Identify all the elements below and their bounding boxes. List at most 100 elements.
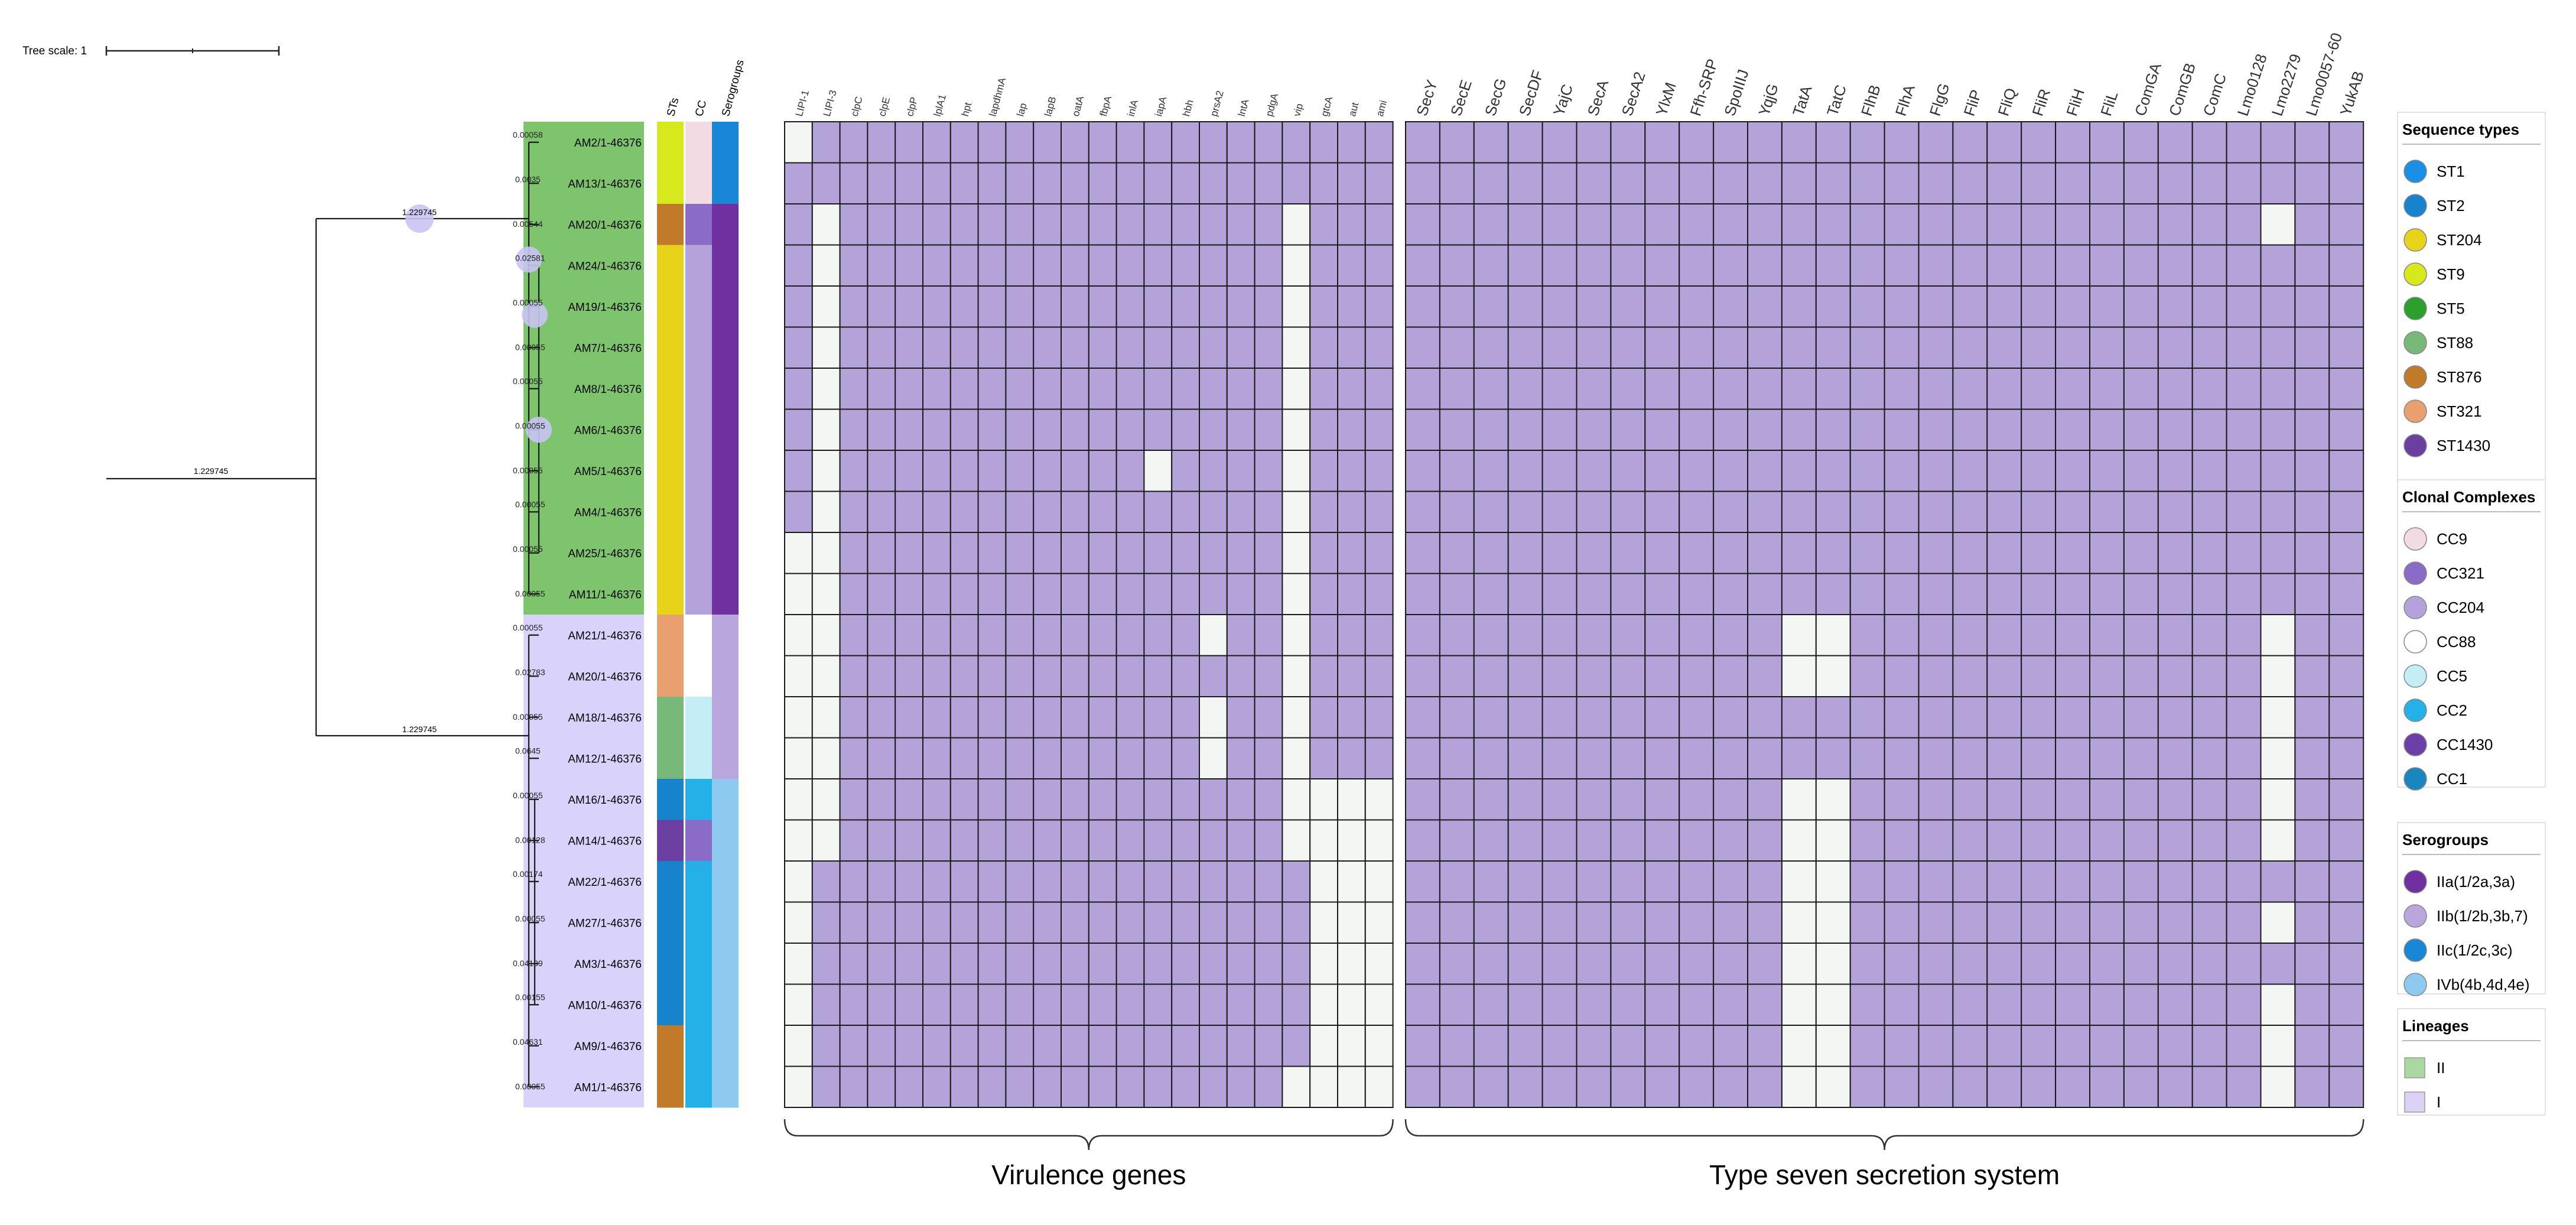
present-cell xyxy=(1254,778,1283,821)
present-cell xyxy=(2294,860,2330,903)
present-cell xyxy=(1254,368,1283,410)
present-cell xyxy=(2191,573,2227,615)
present-cell xyxy=(1884,121,1920,164)
absent-cell xyxy=(2260,1025,2296,1067)
present-cell xyxy=(949,1025,979,1067)
present-cell xyxy=(1541,737,1578,779)
present-cell xyxy=(977,121,1007,164)
present-cell xyxy=(1918,696,1954,739)
absent-cell xyxy=(1815,655,1851,697)
present-cell xyxy=(1747,326,1783,369)
st-cell xyxy=(657,861,684,902)
present-cell xyxy=(949,326,979,369)
present-cell xyxy=(1507,737,1543,779)
present-cell xyxy=(1952,1025,1988,1067)
present-cell xyxy=(1679,573,1715,615)
present-cell xyxy=(2123,1025,2159,1067)
present-cell xyxy=(2089,983,2125,1026)
present-cell xyxy=(2157,737,2193,779)
isolate-label: AM9/1-46376 xyxy=(574,1041,642,1053)
present-cell xyxy=(2191,368,2227,410)
present-cell xyxy=(1199,368,1228,410)
absent-cell xyxy=(811,408,841,451)
present-cell xyxy=(2328,285,2364,328)
present-cell xyxy=(1747,943,1783,985)
present-cell xyxy=(1849,901,1885,944)
present-cell xyxy=(2089,778,2125,821)
present-cell xyxy=(2021,778,2057,821)
isolate-label: AM4/1-46376 xyxy=(574,506,642,519)
present-cell xyxy=(1473,244,1509,287)
present-cell xyxy=(784,244,813,287)
present-cell xyxy=(1061,778,1089,821)
present-cell xyxy=(1439,326,1475,369)
present-cell xyxy=(1115,203,1145,246)
tree-node-marker xyxy=(526,417,552,443)
present-cell xyxy=(2055,244,2091,287)
absent-cell xyxy=(1282,573,1311,615)
absent-cell xyxy=(2260,655,2296,697)
present-cell xyxy=(1644,244,1680,287)
present-cell xyxy=(1849,326,1885,369)
legend-swatch xyxy=(2403,262,2427,286)
present-cell xyxy=(1986,737,2022,779)
absent-cell xyxy=(784,737,813,779)
present-cell xyxy=(1143,326,1173,369)
present-cell xyxy=(1507,696,1543,739)
present-cell xyxy=(1473,696,1509,739)
present-cell xyxy=(1254,860,1283,903)
present-cell xyxy=(1226,326,1256,369)
st-cell xyxy=(657,697,684,738)
legend-swatch xyxy=(2403,973,2427,996)
absent-cell xyxy=(1364,1025,1394,1067)
present-cell xyxy=(2294,244,2330,287)
present-cell xyxy=(1115,860,1145,903)
present-cell xyxy=(1143,285,1173,328)
legend-swatch xyxy=(2403,434,2427,457)
absent-cell xyxy=(1282,532,1311,574)
present-cell xyxy=(867,696,896,739)
cc-cell xyxy=(685,491,712,533)
present-cell xyxy=(1986,450,2022,492)
absent-cell xyxy=(2260,1065,2296,1108)
branch-length-label: 0.00055 xyxy=(513,623,543,632)
present-cell xyxy=(1952,819,1988,862)
gene-header: FliP xyxy=(1960,87,1985,118)
present-cell xyxy=(1541,162,1578,204)
present-cell xyxy=(2191,285,2227,328)
present-cell xyxy=(895,901,923,944)
gene-header: iapA xyxy=(1153,95,1169,118)
present-cell xyxy=(895,860,923,903)
absent-cell xyxy=(1815,819,1851,862)
gene-header: TatC xyxy=(1823,83,1850,118)
present-cell xyxy=(867,326,896,369)
present-cell xyxy=(1713,614,1749,657)
present-cell xyxy=(867,737,896,779)
present-cell xyxy=(1473,450,1509,492)
present-cell xyxy=(1033,162,1062,204)
present-cell xyxy=(1143,532,1173,574)
present-cell xyxy=(1849,532,1885,574)
present-cell xyxy=(2123,408,2159,451)
present-cell xyxy=(2328,368,2364,410)
present-cell xyxy=(1254,285,1283,328)
present-cell xyxy=(2089,1065,2125,1108)
present-cell xyxy=(1405,614,1440,657)
present-cell xyxy=(2328,983,2364,1026)
present-cell xyxy=(2294,121,2330,164)
branch-length-label: 0.00055 xyxy=(515,342,545,352)
absent-cell xyxy=(1199,614,1228,657)
st-cell xyxy=(657,245,684,287)
present-cell xyxy=(1088,1065,1117,1108)
present-cell xyxy=(1115,450,1145,492)
present-cell xyxy=(1849,819,1885,862)
present-cell xyxy=(2055,490,2091,533)
absent-cell xyxy=(1199,696,1228,739)
present-cell xyxy=(1713,368,1749,410)
serogroup-cell xyxy=(712,697,739,738)
present-cell xyxy=(1952,244,1988,287)
serogroup-cell xyxy=(712,1025,739,1067)
present-cell xyxy=(2191,490,2227,533)
present-cell xyxy=(1849,614,1885,657)
present-cell xyxy=(1507,244,1543,287)
